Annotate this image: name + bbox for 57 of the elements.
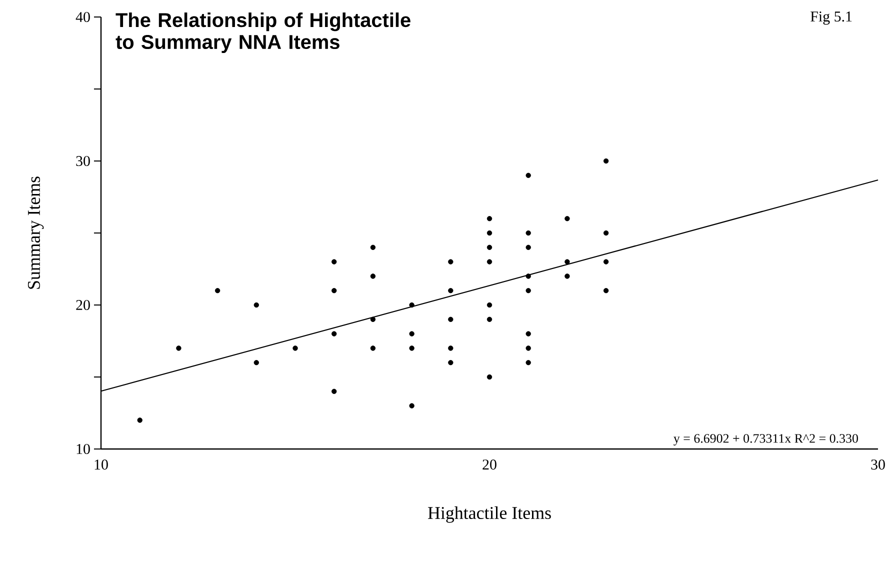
point	[486, 216, 492, 222]
point	[332, 259, 337, 264]
point	[292, 346, 298, 351]
x-tick-label: 10	[94, 460, 108, 470]
y-tick-label: 20	[76, 300, 90, 310]
point	[254, 302, 259, 308]
annotation: y = 6.6902 + 0.73311x R^2 = 0.330	[674, 434, 858, 446]
point	[254, 360, 259, 366]
y-tick-label: 40	[76, 12, 90, 22]
point	[448, 259, 454, 264]
point	[448, 360, 454, 366]
point	[448, 316, 454, 322]
point	[526, 331, 531, 336]
point	[486, 244, 492, 250]
point	[526, 360, 531, 366]
point	[409, 403, 414, 408]
point	[370, 316, 376, 322]
point	[214, 288, 220, 294]
point	[448, 288, 454, 294]
point	[526, 244, 531, 250]
point	[332, 288, 337, 294]
point	[137, 418, 142, 423]
point	[564, 274, 570, 279]
point	[486, 374, 492, 380]
point	[486, 302, 492, 308]
point	[526, 288, 531, 294]
y-tick-label: 10	[76, 444, 90, 454]
point	[603, 158, 609, 164]
x-tick-label: 20	[482, 460, 496, 470]
point	[448, 346, 454, 351]
point	[409, 302, 414, 308]
annotation: Fig 5.1	[810, 12, 852, 25]
x-axis-title: Hightactile Items	[428, 506, 551, 523]
point	[564, 259, 570, 264]
y-tick-label: 30	[76, 156, 90, 166]
point	[526, 346, 531, 351]
point	[486, 316, 492, 322]
point	[176, 346, 182, 351]
point	[564, 216, 570, 222]
point	[486, 259, 492, 264]
point	[409, 331, 414, 336]
chart-title: The Relationship of Hightactile to Summary NNA Items	[116, 12, 410, 54]
point	[332, 331, 337, 336]
point	[603, 230, 609, 236]
point	[526, 230, 531, 236]
point	[370, 244, 376, 250]
x-tick-label: 30	[871, 460, 885, 470]
point	[486, 230, 492, 236]
point	[603, 288, 609, 294]
point	[409, 346, 414, 351]
point	[370, 346, 376, 351]
y-axis-title: Summary Items	[28, 176, 44, 289]
point	[370, 274, 376, 279]
point	[332, 388, 337, 394]
point	[526, 274, 531, 279]
point	[603, 259, 609, 264]
point	[526, 172, 531, 178]
